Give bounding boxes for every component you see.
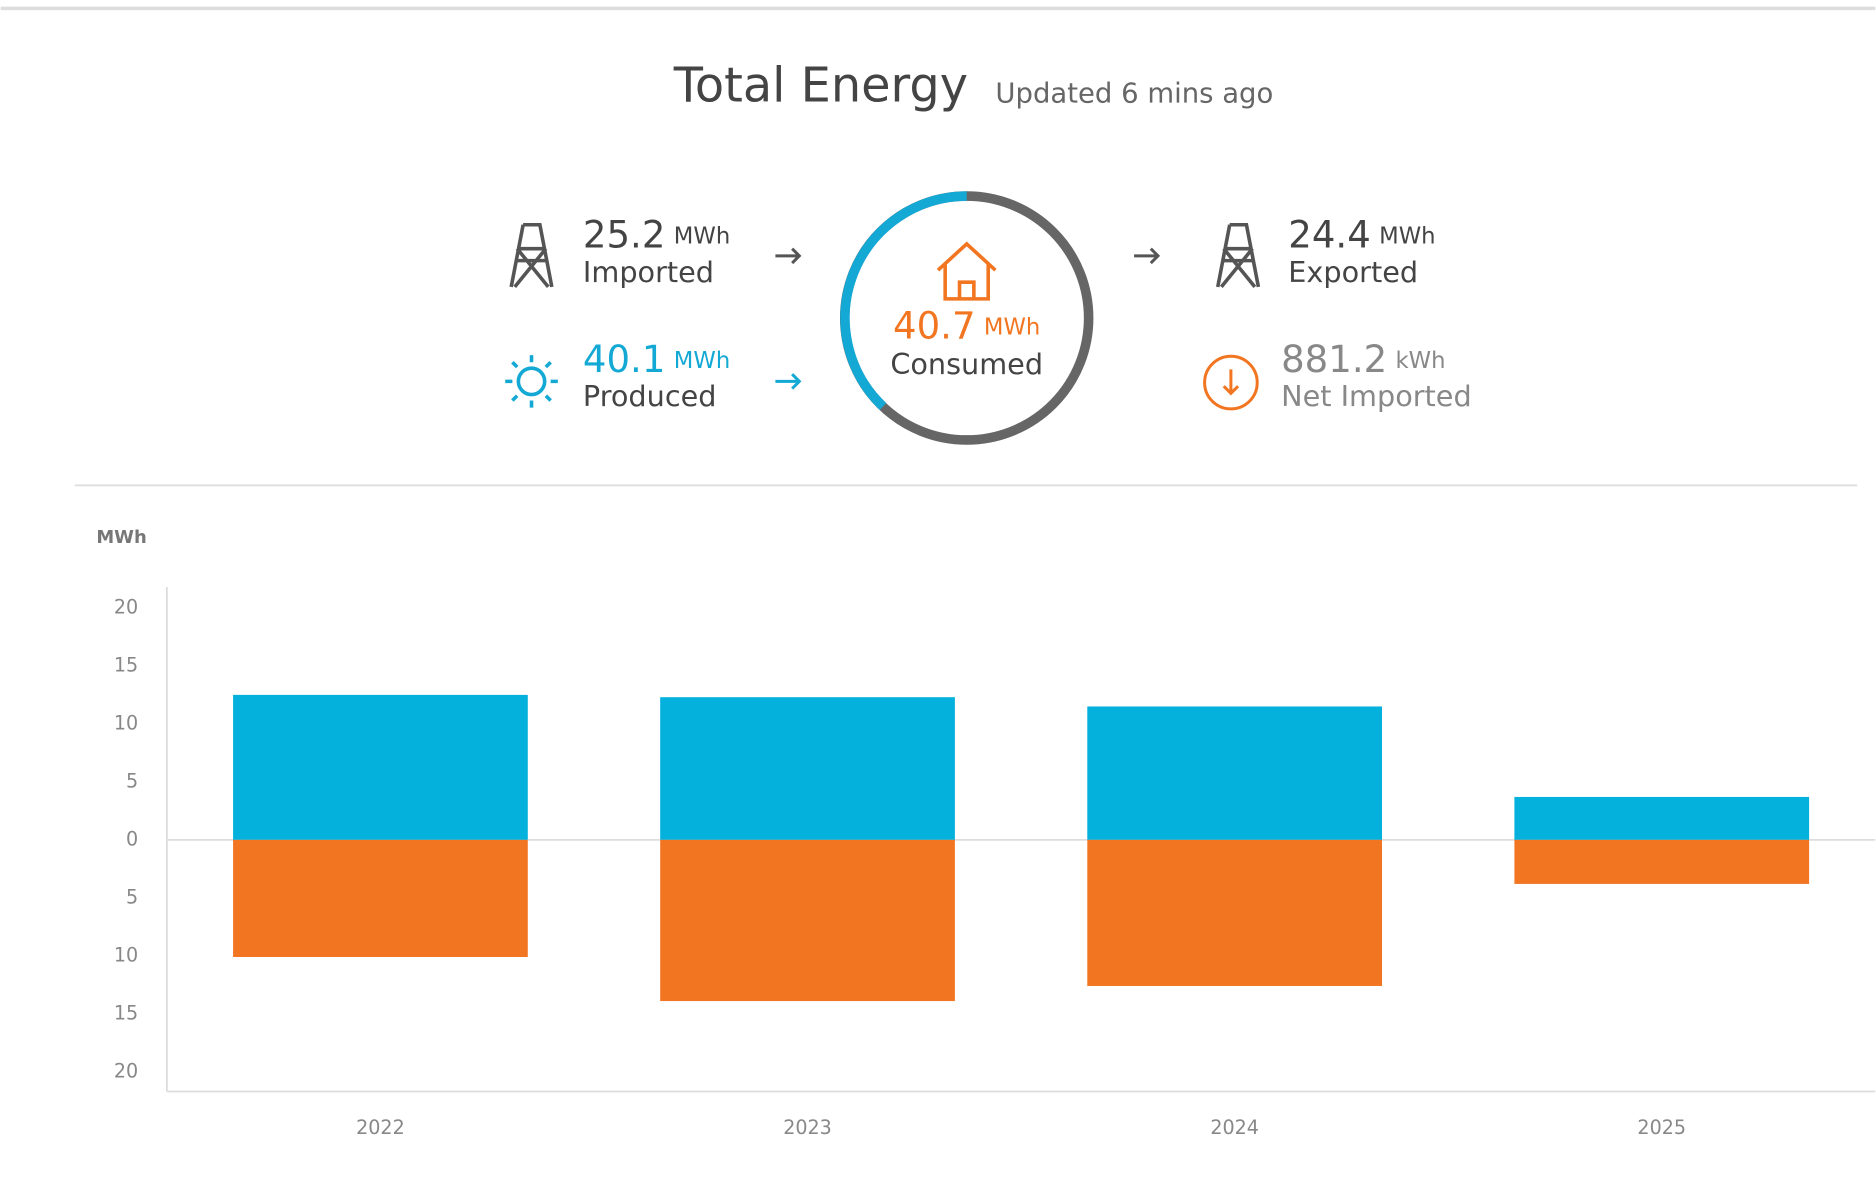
y-tick-label: 10 <box>114 711 138 734</box>
exported-label: Exported <box>1288 255 1418 289</box>
net-unit: kWh <box>1396 348 1446 374</box>
sun-icon <box>505 355 558 408</box>
bar <box>1087 706 1382 840</box>
updated: Updated 6 mins ago <box>995 77 1273 109</box>
consumed-unit: MWh <box>984 314 1040 340</box>
y-axis-label: MWh <box>96 527 146 548</box>
exported-value-row: 24.4 MWh <box>1288 213 1435 256</box>
x-tick-label: 2022 <box>356 1116 405 1139</box>
house-icon <box>936 241 997 301</box>
consumed-value-row: 40.7 MWh <box>893 304 1040 347</box>
produced-value-row: 40.1 MWh <box>583 338 730 381</box>
arrow <box>775 247 802 265</box>
y-tick-label: 5 <box>126 769 138 792</box>
bar <box>1514 796 1810 840</box>
x-tick-label: 2024 <box>1210 1116 1259 1139</box>
bar <box>1514 839 1810 884</box>
grid-icon <box>1215 222 1261 289</box>
imported-value-row: 25.2 MWh <box>583 213 730 256</box>
bar <box>660 839 955 1002</box>
exported-value: 24.4 <box>1288 213 1371 256</box>
net-icon <box>1203 354 1259 411</box>
y-tick-label: 10 <box>114 943 138 966</box>
net-label: Net Imported <box>1281 379 1472 413</box>
produced-label: Produced <box>583 379 717 413</box>
bar <box>233 839 528 957</box>
y-tick-label: 15 <box>114 653 138 676</box>
bar <box>660 697 955 840</box>
arrow <box>1134 247 1161 265</box>
title: Total Energy <box>673 58 968 113</box>
arrow <box>775 373 802 390</box>
y-tick-label: 0 <box>126 827 138 850</box>
imported-value: 25.2 <box>583 213 666 256</box>
consumed-value: 40.7 <box>893 304 976 347</box>
produced-unit: MWh <box>674 348 730 374</box>
x-tick-label: 2025 <box>1637 1116 1686 1139</box>
ring-produced <box>840 191 967 410</box>
grid-icon <box>509 222 554 289</box>
net-value-row: 881.2 kWh <box>1281 338 1445 381</box>
y-tick-label: 5 <box>126 885 138 908</box>
bar <box>233 694 528 840</box>
net-value: 881.2 <box>1281 338 1387 381</box>
consumed-label: Consumed <box>890 347 1043 381</box>
imported-unit: MWh <box>674 223 730 249</box>
y-tick-label: 20 <box>114 595 138 618</box>
bar <box>1087 839 1382 986</box>
x-tick-label: 2023 <box>783 1116 832 1139</box>
y-tick-label: 15 <box>114 1001 138 1024</box>
imported-label: Imported <box>583 255 714 289</box>
exported-unit: MWh <box>1379 223 1435 249</box>
produced-value: 40.1 <box>583 338 666 381</box>
y-tick-label: 20 <box>114 1059 138 1082</box>
